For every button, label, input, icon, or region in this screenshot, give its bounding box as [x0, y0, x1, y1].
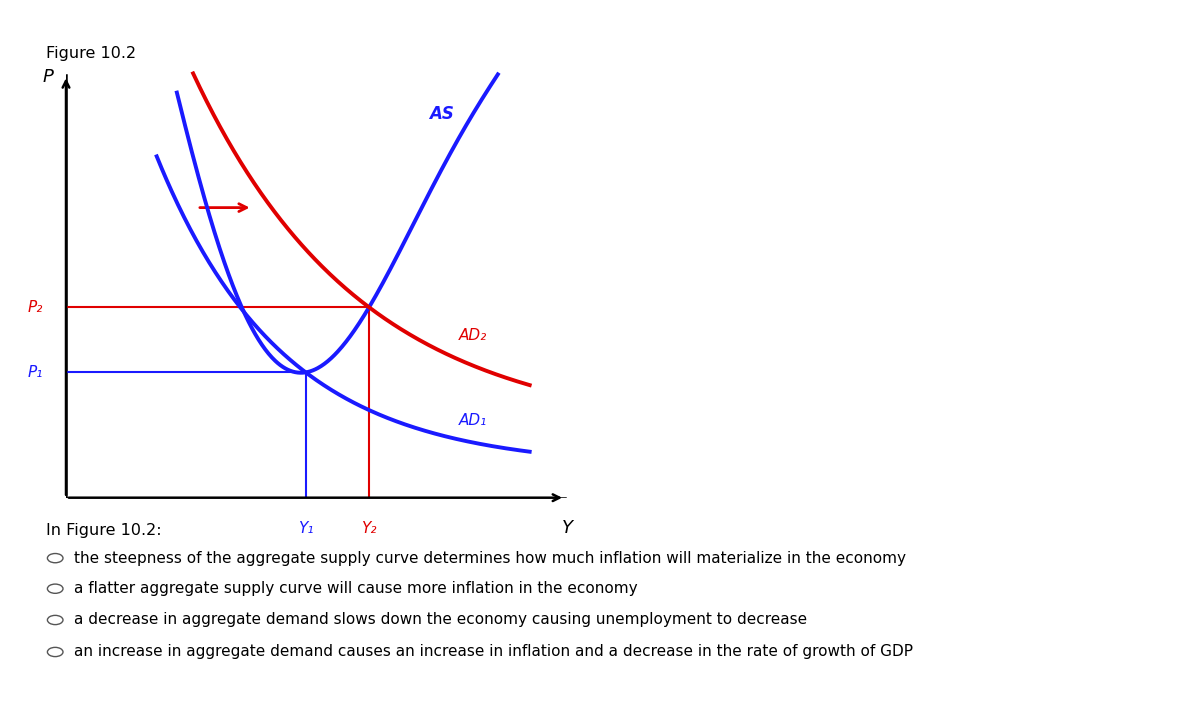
Text: AD₂: AD₂	[460, 328, 487, 343]
Text: a decrease in aggregate demand slows down the economy causing unemployment to de: a decrease in aggregate demand slows dow…	[74, 612, 808, 628]
Text: Y₂: Y₂	[361, 521, 377, 536]
Text: Y: Y	[562, 519, 572, 537]
Text: a flatter aggregate supply curve will cause more inflation in the economy: a flatter aggregate supply curve will ca…	[74, 581, 638, 597]
Text: AS: AS	[428, 105, 454, 123]
Text: P: P	[43, 68, 54, 87]
Text: Figure 10.2: Figure 10.2	[46, 46, 136, 61]
Text: an increase in aggregate demand causes an increase in inflation and a decrease i: an increase in aggregate demand causes a…	[74, 644, 913, 660]
Text: In Figure 10.2:: In Figure 10.2:	[46, 523, 161, 538]
Text: the steepness of the aggregate supply curve determines how much inflation will m: the steepness of the aggregate supply cu…	[74, 550, 906, 566]
Text: Y₁: Y₁	[298, 521, 313, 536]
Text: AD₁: AD₁	[460, 413, 487, 429]
Text: P₁: P₁	[28, 365, 43, 380]
Text: P₂: P₂	[28, 300, 43, 315]
